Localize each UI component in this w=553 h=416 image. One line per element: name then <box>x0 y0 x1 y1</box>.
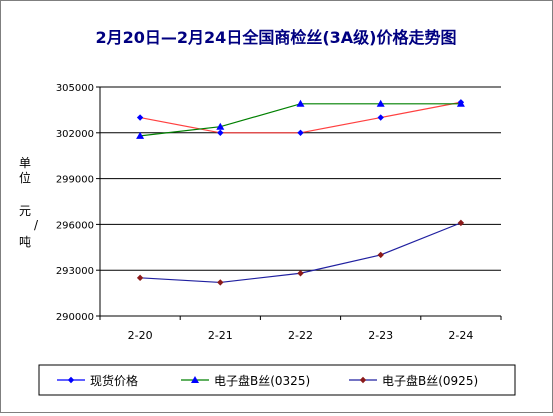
legend-label: 电子盘B丝(0925) <box>382 373 478 388</box>
data-point <box>217 129 224 136</box>
x-tick-label: 2-20 <box>128 329 153 342</box>
chart-title: 2月20日—2月24日全国商检丝(3A级)价格走势图 <box>96 28 457 47</box>
gridlines <box>100 86 501 271</box>
y-tick-label: 299000 <box>56 175 94 186</box>
legend: 现货价格 电子盘B丝(0325) 电子盘B丝(0925) <box>38 364 516 396</box>
data-point <box>297 270 304 277</box>
data-point <box>217 279 224 286</box>
data-point <box>377 114 384 121</box>
y-tick-label: 302000 <box>56 129 94 140</box>
data-point <box>297 129 304 136</box>
y-tick-labels: 305000 302000 299000 296000 293000 290000 <box>56 83 94 323</box>
data-point <box>216 122 225 130</box>
axes <box>96 86 502 320</box>
series-3 <box>136 219 465 286</box>
y-tick-label: 296000 <box>56 220 94 231</box>
y-tick-label: 290000 <box>56 312 94 323</box>
series-1 <box>136 99 465 136</box>
x-tick-label: 2-21 <box>208 329 233 342</box>
data-point <box>457 219 465 227</box>
data-point <box>191 376 199 383</box>
y-axis-label-char: 位 <box>19 170 31 185</box>
y-axis-label-char: / <box>34 218 39 232</box>
legend-label: 现货价格 <box>90 373 138 388</box>
y-axis-label-char: 吨 <box>19 235 31 249</box>
series <box>136 99 465 286</box>
data-point <box>136 114 144 121</box>
x-tick-label: 2-24 <box>448 329 473 342</box>
series-2 <box>136 99 465 139</box>
data-point <box>377 251 384 259</box>
data-point <box>456 99 465 107</box>
x-tick-labels: 2-20 2-21 2-22 2-23 2-24 <box>128 329 474 342</box>
data-point <box>359 376 367 384</box>
data-point <box>376 99 385 107</box>
y-tick-label: 293000 <box>56 266 94 277</box>
x-tick-label: 2-22 <box>288 329 313 342</box>
y-axis-label-char: 元 <box>19 204 31 218</box>
series-line <box>139 101 462 134</box>
y-axis-label-char: 单 <box>19 156 31 170</box>
y-tick-label: 305000 <box>56 83 94 94</box>
data-point <box>136 131 145 139</box>
legend-label: 电子盘B丝(0325) <box>214 373 310 388</box>
y-axis-label: 单 位 元 / 吨 <box>19 156 39 249</box>
data-point <box>296 99 305 107</box>
legend-box <box>38 364 516 396</box>
data-point <box>67 376 75 384</box>
data-point <box>136 274 144 282</box>
x-tick-label: 2-23 <box>368 329 393 342</box>
